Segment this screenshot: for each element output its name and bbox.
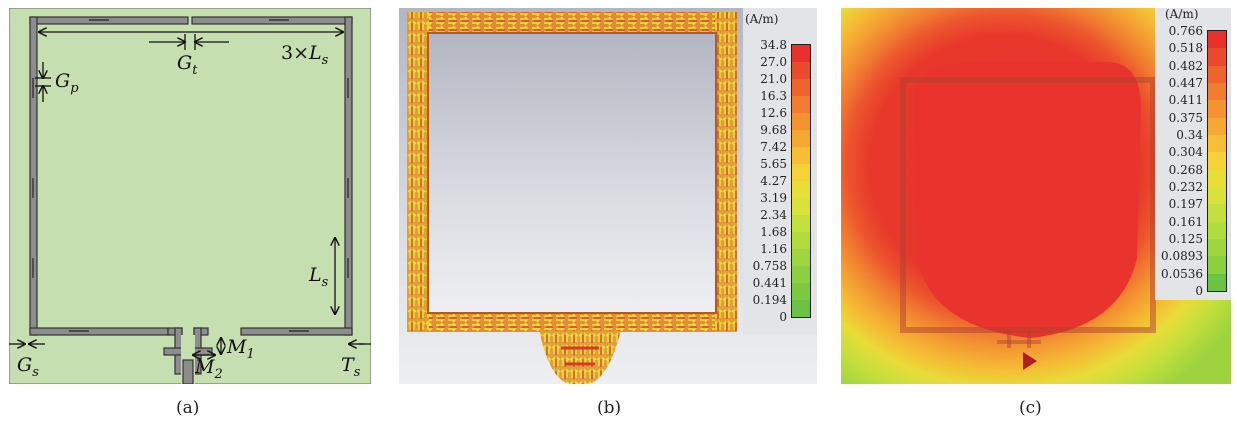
colorbar-tick-label: 4.27 [760,174,787,188]
colorbar-tick-label: 0.518 [1168,41,1203,56]
caption-a: (a) [176,398,200,418]
colorbar-segment [1208,48,1226,66]
colorbar-tick-label: 12.6 [760,106,787,120]
colorbar-tick-label: 1.16 [760,242,787,256]
dimension-arrows [9,32,371,355]
field-core [913,61,1141,338]
colorbar-tick-label: 0.304 [1168,145,1203,160]
colorbar-tick-label: 9.68 [760,123,787,137]
colorbar-b: (A/m) 34.8 27.0 21.0 16.3 12.6 9.68 7.42 5.65 4.… [743,8,817,334]
colorbar-segment [1208,134,1226,153]
colorbar-tick-label: 16.3 [760,89,787,103]
colorbar-tick-label: 0 [1195,284,1203,298]
colorbar-segment [1208,186,1226,205]
colorbar-tick-label: 27.0 [760,55,787,69]
colorbar-segment [1208,65,1226,83]
colorbar-segment [792,113,810,130]
colorbar-segment [1208,256,1226,274]
label-m2: M2 [195,356,223,382]
colorbar-segment [1208,31,1226,49]
label-m1: M1 [227,336,255,362]
panel-c-field-distribution: (A/m) 0.766 0.518 0.482 0.447 0.411 0.375 0.34… [841,8,1231,384]
colorbar-segment [792,283,810,300]
colorbar-tick-label: 0 [779,310,787,324]
colorbar-unit: (A/m) [1165,8,1199,21]
colorbar-segment [792,45,810,62]
colorbar-segment [792,215,810,232]
colorbar-segment [792,266,810,283]
colorbar-tick-label: 0.441 [752,276,787,290]
colorbar-tick-label: 5.65 [760,157,787,171]
port-marker [1023,352,1037,370]
panel-a-layout-diagram: 3×Ls Gt Gp Ls Gs Ts M1 M2 [8,7,372,385]
label-3xls: 3×Ls [281,42,329,68]
colorbar-tick-label: 7.42 [760,140,787,154]
colorbar-segment [792,96,810,113]
colorbar-segment [1208,117,1226,135]
colorbar-segment [792,164,810,181]
colorbar-tick-label: 34.8 [760,38,787,52]
colorbar-c: (A/m) 0.766 0.518 0.482 0.447 0.411 0.375 0.34… [1155,8,1231,300]
colorbar-tick-label: 0.34 [1176,128,1203,142]
colorbar-tick-label: 0.447 [1168,76,1203,90]
label-ts: Ts [341,354,361,380]
colorbar-segment [1208,204,1226,222]
colorbar-tick-label: 0.482 [1168,58,1203,73]
colorbar-segment [792,130,810,147]
colorbar-segment [792,62,810,79]
colorbar-segment [792,79,810,96]
colorbar-tick-label: 0.197 [1168,197,1203,212]
antenna-layout-svg [8,7,372,385]
colorbar-tick-label: 2.34 [760,208,787,222]
colorbar-tick-label: 0.194 [752,293,787,307]
panel-b-current-vectors: (A/m) 34.8 27.0 21.0 16.3 12.6 9.68 7.42 5.65 4.… [399,8,817,384]
colorbar-tick-label: 0.125 [1168,232,1203,246]
colorbar-segment [1208,221,1226,239]
colorbar-tick-label: 1.68 [760,225,787,239]
label-ls: Ls [309,264,329,290]
resonator-outline [900,77,1156,333]
caption-c: (c) [1019,398,1042,418]
colorbar-segment [1208,100,1226,118]
colorbar-strip [791,44,811,318]
colorbar-tick-label: 0.411 [1168,93,1203,108]
colorbar-unit: (A/m) [745,12,779,26]
label-gp: Gp [55,70,79,96]
colorbar-segment [792,300,810,317]
label-gt: Gt [177,52,198,78]
colorbar-tick-label: 0.161 [1168,214,1203,229]
colorbar-tick-label: 0.0536 [1161,266,1203,281]
colorbar-tick-label: 0.375 [1168,110,1203,125]
colorbar-segment [1208,152,1226,170]
label-gs: Gs [17,354,39,380]
colorbar-tick-label: 21.0 [760,72,787,86]
colorbar-segment [1208,238,1226,257]
colorbar-segment [1208,82,1226,101]
caption-b: (b) [597,398,622,418]
colorbar-segment [792,198,810,215]
colorbar-tick-label: 0.766 [1168,24,1203,38]
substrate [8,7,372,385]
colorbar-tick-label: 0.268 [1168,162,1203,177]
colorbar-tick-label: 0.0893 [1161,249,1203,264]
colorbar-segment [792,181,810,198]
segment-gaps [32,19,349,332]
colorbar-strip [1207,30,1227,292]
colorbar-tick-label: 0.232 [1168,180,1203,194]
colorbar-segment [792,232,810,249]
colorbar-segment [1208,169,1226,187]
current-arrows-ring [407,12,737,384]
feed-outline [997,330,1041,348]
colorbar-tick-label: 3.19 [760,191,787,205]
colorbar-tick-label: 0.758 [752,259,787,273]
colorbar-segment [792,249,810,266]
colorbar-segment [1208,273,1226,291]
colorbar-segment [792,147,810,164]
